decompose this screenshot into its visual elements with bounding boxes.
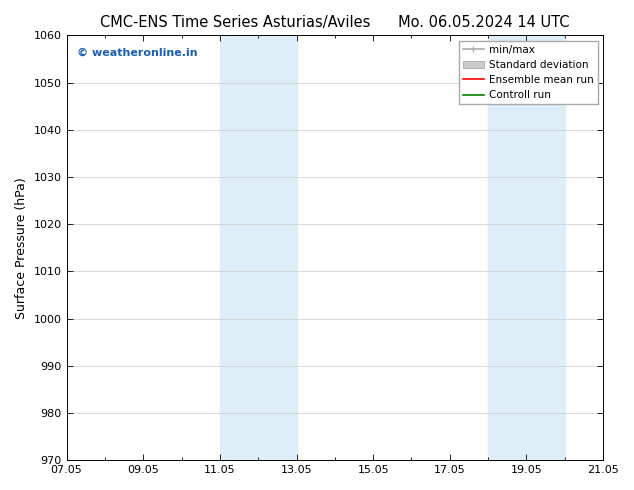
- Legend: min/max, Standard deviation, Ensemble mean run, Controll run: min/max, Standard deviation, Ensemble me…: [459, 41, 598, 104]
- Text: © weatheronline.in: © weatheronline.in: [77, 48, 198, 58]
- Bar: [488, 35, 565, 460]
- Y-axis label: Surface Pressure (hPa): Surface Pressure (hPa): [15, 177, 28, 318]
- Title: CMC-ENS Time Series Asturias/Aviles      Mo. 06.05.2024 14 UTC: CMC-ENS Time Series Asturias/Aviles Mo. …: [100, 15, 569, 30]
- Bar: [220, 35, 297, 460]
